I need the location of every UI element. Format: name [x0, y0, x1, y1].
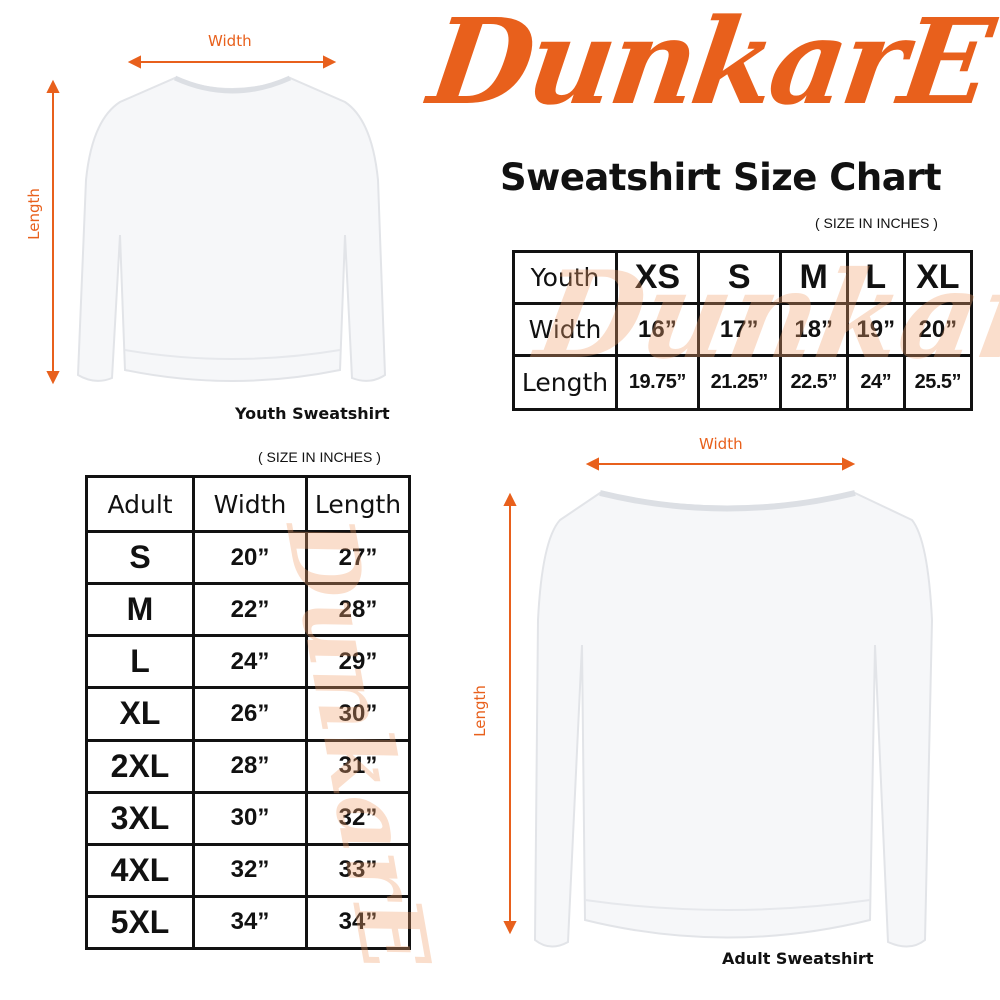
youth-sweatshirt-image — [76, 75, 387, 382]
table-cell: 27” — [305, 530, 411, 586]
adult-length-label: Length — [470, 685, 489, 737]
table-row: Length 19.75” 21.25” 22.5” 24” 25.5” — [512, 354, 974, 411]
table-row: XL 26” 30” — [85, 686, 411, 742]
table-row: Width 16” 17” 18” 19” 20” — [512, 302, 974, 357]
table-cell: 26” — [192, 686, 308, 742]
header-cell: Youth — [512, 250, 618, 305]
row-label: 4XL — [85, 842, 195, 898]
header-cell: Length — [305, 474, 411, 534]
row-label: XL — [85, 686, 195, 742]
table-cell: 21.25” — [696, 354, 782, 411]
table-cell: 24” — [192, 634, 308, 690]
table-row: S 20” 27” — [85, 530, 411, 586]
table-cell: 34” — [305, 894, 411, 951]
table-cell: 25.5” — [902, 354, 974, 411]
youth-diagram — [46, 55, 387, 385]
table-cell: 22” — [192, 582, 308, 638]
youth-length-label: Length — [24, 188, 43, 240]
table-cell: 30” — [192, 790, 308, 846]
table-row: 4XL 32” 33” — [85, 842, 411, 898]
row-label: 3XL — [85, 790, 195, 846]
youth-size-table: Youth XS S M L XL Width 16” 17” 18” 19” … — [512, 250, 974, 411]
table-cell: 30” — [305, 686, 411, 742]
header-cell: Width — [192, 474, 308, 534]
youth-width-arrow — [127, 55, 337, 69]
row-label: L — [85, 634, 195, 690]
brand-logo: DunkarE — [421, 0, 998, 131]
adult-diagram — [503, 457, 934, 948]
table-cell: 18” — [778, 302, 849, 357]
table-cell: 29” — [305, 634, 411, 690]
table-cell: 19.75” — [615, 354, 700, 411]
table-row: L 24” 29” — [85, 634, 411, 690]
header-cell: L — [845, 250, 906, 305]
table-cell: 32” — [192, 842, 308, 898]
table-cell: 24” — [845, 354, 906, 411]
header-cell: Adult — [85, 474, 195, 534]
table-header-row: Youth XS S M L XL — [512, 250, 974, 305]
adult-caption: Adult Sweatshirt — [722, 949, 874, 968]
adult-size-note: ( SIZE IN INCHES ) — [258, 449, 381, 465]
youth-width-label: Width — [208, 32, 252, 50]
row-label: 5XL — [85, 894, 195, 951]
adult-width-arrow — [585, 457, 856, 471]
table-cell: 19” — [845, 302, 906, 357]
table-cell: 28” — [305, 582, 411, 638]
table-cell: 28” — [192, 738, 308, 794]
header-cell: XS — [615, 250, 700, 305]
table-cell: 22.5” — [778, 354, 849, 411]
row-label: M — [85, 582, 195, 638]
table-cell: 20” — [192, 530, 308, 586]
row-label: S — [85, 530, 195, 586]
table-cell: 31” — [305, 738, 411, 794]
adult-size-table: Adult Width Length S 20” 27” M 22” 28” L 24” 29”… — [85, 474, 411, 951]
table-row: 2XL 28” 31” — [85, 738, 411, 794]
adult-sweatshirt-image — [533, 490, 934, 948]
header-cell: XL — [902, 250, 974, 305]
adult-length-arrow — [503, 492, 517, 935]
table-cell: 33” — [305, 842, 411, 898]
page-title: Sweatshirt Size Chart — [500, 156, 942, 199]
adult-width-label: Width — [699, 435, 743, 453]
table-row: 3XL 30” 32” — [85, 790, 411, 846]
header-cell: M — [778, 250, 849, 305]
youth-length-arrow — [46, 79, 60, 385]
table-cell: 20” — [902, 302, 974, 357]
table-cell: 16” — [615, 302, 700, 357]
row-label: 2XL — [85, 738, 195, 794]
youth-size-note: ( SIZE IN INCHES ) — [815, 215, 938, 231]
row-label: Length — [512, 354, 618, 411]
row-label: Width — [512, 302, 618, 357]
table-row: M 22” 28” — [85, 582, 411, 638]
youth-caption: Youth Sweatshirt — [235, 404, 390, 423]
table-cell: 32” — [305, 790, 411, 846]
header-cell: S — [696, 250, 782, 305]
table-cell: 34” — [192, 894, 308, 951]
table-header-row: Adult Width Length — [85, 474, 411, 534]
table-cell: 17” — [696, 302, 782, 357]
table-row: 5XL 34” 34” — [85, 894, 411, 951]
